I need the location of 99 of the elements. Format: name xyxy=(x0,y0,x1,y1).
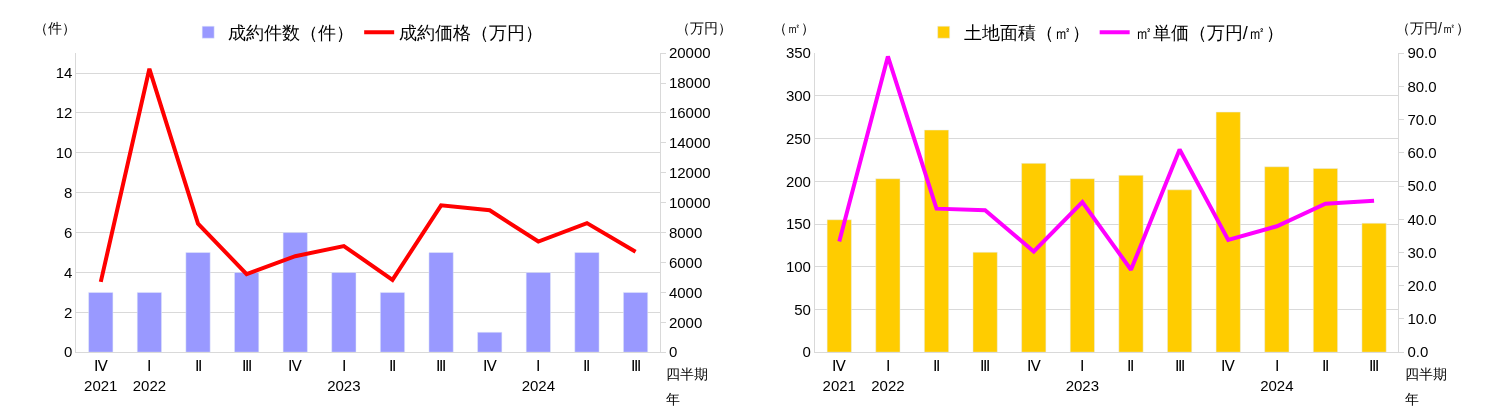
x-tick-label: Ⅰ 2024 xyxy=(1260,357,1294,394)
bar xyxy=(1021,163,1047,353)
y2-tick-label: 2000 xyxy=(668,313,703,331)
x-tick-label: Ⅳ xyxy=(482,357,497,375)
legend-label: 成約件数（件） xyxy=(228,23,355,44)
bar xyxy=(185,252,211,353)
y-tick-label: 8 xyxy=(64,183,73,201)
line-series xyxy=(837,54,1377,272)
bar xyxy=(1361,222,1387,353)
text: 年 xyxy=(1405,391,1419,407)
y2-tick-label: 40.0 xyxy=(1407,210,1437,228)
y-tick-label: 12 xyxy=(55,104,73,122)
x-tick-label: Ⅲ xyxy=(980,357,991,375)
x-tick-label: Ⅱ xyxy=(388,357,396,375)
x-axis-title: 四半期 xyxy=(666,366,708,382)
y2-tick-label: 70.0 xyxy=(1407,110,1437,128)
y2-tick-label: 0 xyxy=(668,343,678,361)
y2-tick-label: 14000 xyxy=(668,134,711,152)
bar xyxy=(525,272,551,353)
y2-tick-label: 10000 xyxy=(668,193,711,211)
legend-label: ㎡単価（万円/㎡） xyxy=(1134,23,1284,44)
x-tick-label: Ⅰ 2022 xyxy=(132,357,167,394)
y-tick-label: 50 xyxy=(794,300,811,318)
y-tick-label: 0 xyxy=(64,343,73,361)
y-tick-label: 300 xyxy=(785,87,811,105)
bar xyxy=(331,272,357,353)
y2-tick-label: 90.0 xyxy=(1407,44,1437,62)
x-tick-label: Ⅱ xyxy=(1321,357,1329,375)
x-tick-label: Ⅳ 2021 xyxy=(822,357,856,394)
y2-tick-label: 0.0 xyxy=(1407,343,1429,361)
bar xyxy=(875,178,901,353)
y-tick-label: 0 xyxy=(802,343,811,361)
y2-axis-title: （万円/㎡） xyxy=(1396,20,1470,36)
y-tick-label: 4 xyxy=(64,263,73,281)
x-tick-label: Ⅱ xyxy=(1127,357,1135,375)
y-tick-label: 2 xyxy=(64,303,73,321)
bar xyxy=(428,252,454,353)
bar xyxy=(972,251,998,353)
y-axis-title: （㎡） xyxy=(773,20,815,36)
y-tick-label: 250 xyxy=(785,129,811,147)
y2-tick-label: 80.0 xyxy=(1407,77,1437,95)
bar xyxy=(1167,189,1193,353)
bar xyxy=(1118,175,1144,353)
y2-tick-label: 20000 xyxy=(668,44,711,62)
x-axis-title: 四半期 xyxy=(1405,366,1447,382)
y-tick-label: 350 xyxy=(785,44,811,62)
bar xyxy=(1215,111,1241,353)
y2-tick-label: 8000 xyxy=(668,223,703,241)
x-tick-label: Ⅳ xyxy=(1026,357,1041,375)
x-tick-label: Ⅳ xyxy=(1221,357,1236,375)
y-axis-title: （件） xyxy=(34,20,76,36)
x-tick-label: Ⅲ xyxy=(1369,357,1380,375)
x-tick-label: Ⅰ 2022 xyxy=(871,357,905,394)
x-tick-label: Ⅱ xyxy=(583,357,591,375)
bar xyxy=(1313,168,1338,353)
y-tick-label: 100 xyxy=(785,258,811,275)
y2-tick-label: 12000 xyxy=(668,164,711,181)
y-tick-label: 10 xyxy=(55,144,73,162)
bar xyxy=(574,252,600,353)
bar xyxy=(88,292,114,353)
y-tick-label: 200 xyxy=(785,172,811,190)
bar xyxy=(924,129,949,353)
bar xyxy=(136,292,162,353)
y-tick-label: 6 xyxy=(64,223,73,241)
legend-label: 成約価格（万円） xyxy=(399,23,544,44)
y2-axis-title: （万円） xyxy=(676,20,732,36)
bar xyxy=(477,332,503,353)
bar xyxy=(623,292,648,353)
line-series xyxy=(98,66,638,284)
y2-tick-label: 20.0 xyxy=(1407,277,1437,294)
x-tick-label: Ⅳ 2021 xyxy=(84,357,118,394)
x-tick-label: Ⅱ xyxy=(194,357,202,375)
y2-tick-label: 50.0 xyxy=(1407,177,1437,195)
y2-tick-label: 18000 xyxy=(668,74,711,92)
x-tick-label: Ⅰ 2024 xyxy=(521,357,556,394)
x-tick-label: Ⅲ xyxy=(436,357,447,375)
x-tick-label: Ⅲ xyxy=(1174,357,1185,375)
x-tick-label: Ⅲ xyxy=(241,357,252,375)
x-tick-label: Ⅰ 2023 xyxy=(1065,357,1100,394)
text: 年 xyxy=(666,391,680,407)
y2-tick-label: 60.0 xyxy=(1407,144,1437,162)
x-tick-label: Ⅲ xyxy=(630,357,641,375)
bar xyxy=(282,232,308,353)
y2-tick-label: 4000 xyxy=(668,283,703,301)
y2-tick-label: 10.0 xyxy=(1407,310,1437,328)
legend-label: 土地面積（㎡） xyxy=(963,23,1090,44)
y2-tick-label: 16000 xyxy=(668,104,711,122)
x-tick-label: Ⅱ xyxy=(933,357,941,375)
y-tick-label: 14 xyxy=(55,64,73,82)
bar xyxy=(234,272,260,353)
y-tick-label: 150 xyxy=(785,215,811,233)
x-tick-label: Ⅳ xyxy=(288,357,303,375)
bar xyxy=(380,292,405,353)
y2-tick-label: 30.0 xyxy=(1407,243,1437,261)
y2-tick-label: 6000 xyxy=(668,253,703,271)
bar xyxy=(1069,178,1095,353)
bar xyxy=(1264,166,1290,353)
bar xyxy=(826,219,852,353)
x-tick-label: Ⅰ 2023 xyxy=(327,357,361,394)
